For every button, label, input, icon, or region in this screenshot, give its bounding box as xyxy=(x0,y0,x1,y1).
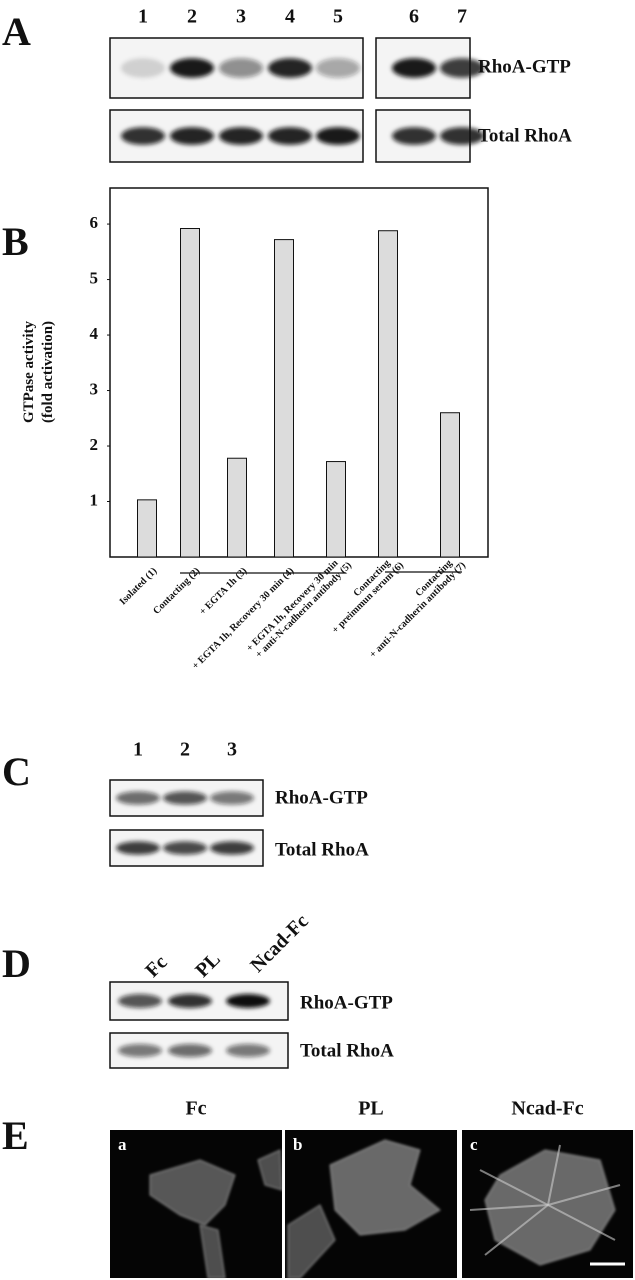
blot-band xyxy=(118,1043,162,1058)
y-axis-label-line: (fold activation) xyxy=(40,321,56,423)
lane-label: 7 xyxy=(457,6,467,28)
cell xyxy=(257,1149,283,1191)
filopodium xyxy=(547,1144,561,1206)
row-label: Total RhoA xyxy=(478,125,572,146)
bar xyxy=(227,457,247,558)
lane-label: 5 xyxy=(333,6,343,28)
lane-label: 4 xyxy=(285,6,295,28)
blot-band xyxy=(316,58,360,78)
blot-band xyxy=(440,58,484,78)
filopodium xyxy=(479,1169,549,1206)
blot-band xyxy=(219,58,263,78)
y-tick-label: 4 xyxy=(90,324,99,343)
lane-label: Ncad-Fc xyxy=(246,910,313,977)
panel-label: C xyxy=(2,749,31,794)
blot-band xyxy=(170,127,214,145)
bar xyxy=(274,239,294,558)
row-label: Total RhoA xyxy=(275,839,369,860)
lane-label: 1 xyxy=(138,6,148,28)
filopodium xyxy=(547,1184,621,1206)
y-tick-label: 3 xyxy=(90,379,99,398)
y-axis-label: GTPase activity (fold activation) xyxy=(21,320,56,423)
bar xyxy=(326,461,346,558)
lane-label: PL xyxy=(191,948,225,982)
y-tick-label: 1 xyxy=(90,490,99,509)
filopodium xyxy=(469,1204,549,1211)
blot-band xyxy=(219,127,263,145)
y-tick-label: 6 xyxy=(90,213,99,232)
lane-label: 3 xyxy=(227,739,237,761)
filopodium xyxy=(484,1204,549,1256)
cell xyxy=(287,1204,336,1279)
y-axis-label-line: GTPase activity xyxy=(21,320,37,423)
filopodium xyxy=(547,1204,616,1241)
row-label: Total RhoA xyxy=(300,1040,394,1061)
blot-band xyxy=(163,841,207,855)
x-tick-label: Isolated (1) xyxy=(118,566,160,608)
panel-label: B xyxy=(2,219,29,264)
lane-label: 3 xyxy=(236,6,246,28)
bar xyxy=(137,499,157,558)
blot-band xyxy=(121,127,165,145)
panel-label: D xyxy=(2,941,31,986)
image-title: PL xyxy=(358,1098,384,1120)
panel-label: E xyxy=(2,1113,29,1158)
x-tick-label-line: + anti-N-cadherin antibody (5) xyxy=(254,560,354,660)
row-label: RhoA-GTP xyxy=(300,992,393,1013)
row-label: RhoA-GTP xyxy=(275,787,368,808)
cell xyxy=(329,1139,441,1236)
blot-band xyxy=(121,58,165,78)
subpanel-label: b xyxy=(293,1135,302,1154)
image-title: Fc xyxy=(185,1098,206,1120)
blot-band xyxy=(268,127,312,145)
blot-band xyxy=(268,58,312,78)
blot-band xyxy=(118,994,162,1008)
cell xyxy=(149,1159,236,1226)
subpanel-label: a xyxy=(118,1135,127,1154)
panel-label: A xyxy=(2,9,31,54)
lane-label: 2 xyxy=(187,6,197,28)
blot-band xyxy=(168,1043,212,1058)
row-label: RhoA-GTP xyxy=(478,56,571,77)
bar xyxy=(180,228,200,558)
y-tick-label: 5 xyxy=(90,268,99,287)
x-tick-label-line: Isolated (1) xyxy=(118,566,160,608)
blot-band xyxy=(116,841,160,855)
bar xyxy=(378,230,398,558)
blot-band xyxy=(392,58,436,78)
blot-band xyxy=(116,791,160,805)
lane-label: 2 xyxy=(180,739,190,761)
blot-band xyxy=(210,841,254,855)
blot-band xyxy=(392,127,436,145)
cell xyxy=(484,1149,616,1266)
cell xyxy=(199,1224,226,1279)
plot-frame xyxy=(109,187,489,558)
y-tick-label: 2 xyxy=(90,435,99,454)
image-title: Ncad-Fc xyxy=(511,1098,583,1120)
blot-band xyxy=(168,994,212,1008)
bar xyxy=(440,412,460,558)
lane-label: 6 xyxy=(409,6,419,28)
subpanel-label: c xyxy=(470,1135,478,1154)
blot-band xyxy=(316,127,360,145)
blot-band xyxy=(163,791,207,805)
blot-band xyxy=(210,791,254,805)
blot-band xyxy=(226,994,270,1008)
lane-label: Fc xyxy=(141,951,172,982)
blot-band xyxy=(226,1043,270,1058)
blot-band xyxy=(440,127,484,145)
blot-band xyxy=(170,58,214,78)
lane-label: 1 xyxy=(133,739,143,761)
